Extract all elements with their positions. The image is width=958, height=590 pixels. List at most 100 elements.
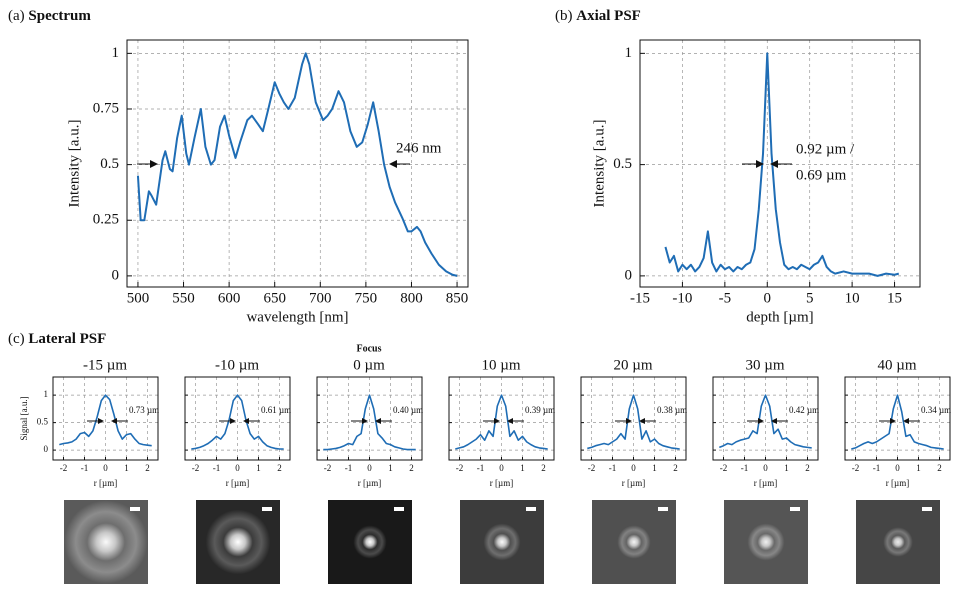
- panel-title: -10 µm: [215, 357, 259, 373]
- scale-bar: [130, 507, 140, 511]
- panel-letter: (b): [555, 8, 573, 24]
- annotation: 0.40 µm: [393, 405, 423, 415]
- axes-box: [639, 39, 921, 288]
- annotation: 246 nm: [396, 140, 442, 156]
- x-axis-label: r [µm]: [94, 478, 117, 488]
- y-tick-label: 0: [625, 267, 633, 283]
- y-axis-label: Intensity [a.u.]: [591, 120, 607, 208]
- panel-title: Axial PSF: [576, 8, 641, 24]
- x-tick-label: 1: [256, 463, 261, 473]
- panel-title: Spectrum: [28, 8, 91, 24]
- x-tick-label: -15: [630, 290, 650, 306]
- data-line: [455, 394, 548, 450]
- x-tick-label: 0: [631, 463, 636, 473]
- x-tick-label: 600: [218, 290, 241, 306]
- x-tick-label: -2: [588, 463, 596, 473]
- scale-bar: [394, 507, 404, 511]
- axes-box: [126, 39, 469, 288]
- x-axis-label: wavelength [nm]: [246, 309, 348, 325]
- y-tick-label: 0: [44, 444, 49, 454]
- x-tick-label: 500: [127, 290, 150, 306]
- x-tick-label: -2: [324, 463, 332, 473]
- scale-bar: [526, 507, 536, 511]
- x-tick-label: -2: [192, 463, 200, 473]
- x-tick-label: 0: [499, 463, 504, 473]
- x-tick-label: 0: [895, 463, 900, 473]
- panel-label: (a) Spectrum: [8, 8, 91, 24]
- scale-bar: [922, 507, 932, 511]
- x-axis-label: depth [µm]: [746, 309, 813, 325]
- panel-label: (c) Lateral PSF: [8, 331, 106, 347]
- annotation: 0.92 µm /: [796, 141, 855, 157]
- x-tick-label: 850: [446, 290, 469, 306]
- annotation: 0.39 µm: [525, 405, 555, 415]
- data-line: [851, 394, 944, 450]
- annotation: 0.42 µm: [789, 405, 819, 415]
- panel-title: 40 µm: [877, 357, 916, 373]
- x-tick-label: 10: [845, 290, 860, 306]
- x-tick-label: 2: [145, 463, 150, 473]
- data-line: [323, 394, 416, 451]
- x-tick-label: 2: [937, 463, 942, 473]
- axes-box: [316, 376, 423, 461]
- annotation: 0.69 µm: [796, 167, 847, 183]
- x-tick-label: 0: [235, 463, 240, 473]
- panel-title: Lateral PSF: [28, 331, 106, 347]
- axes-box: [844, 376, 951, 461]
- x-tick-label: 0: [103, 463, 108, 473]
- axes-box: [184, 376, 291, 461]
- psf-image: [328, 500, 412, 584]
- psf-image: [460, 500, 544, 584]
- x-tick-label: 2: [541, 463, 546, 473]
- heading: Focus: [357, 343, 382, 354]
- data-line: [664, 52, 900, 277]
- x-tick-label: 2: [409, 463, 414, 473]
- x-tick-label: 1: [784, 463, 789, 473]
- x-tick-label: 2: [673, 463, 678, 473]
- x-tick-label: 550: [172, 290, 195, 306]
- x-tick-label: -1: [873, 463, 881, 473]
- x-tick-label: -10: [672, 290, 692, 306]
- x-tick-label: 5: [806, 290, 814, 306]
- x-tick-label: -2: [852, 463, 860, 473]
- scale-bar: [658, 507, 668, 511]
- x-tick-label: 750: [355, 290, 378, 306]
- y-tick-label: 1: [112, 45, 120, 61]
- y-axis-label: Intensity [a.u.]: [66, 120, 82, 208]
- y-axis-label: Signal [a.u.]: [19, 396, 29, 440]
- psf-image: [592, 500, 676, 584]
- x-tick-label: 1: [388, 463, 393, 473]
- panel-title: 0 µm: [353, 357, 385, 373]
- x-tick-label: 1: [916, 463, 921, 473]
- x-tick-label: 700: [309, 290, 332, 306]
- annotation: 0.34 µm: [921, 405, 951, 415]
- annotation: 0.61 µm: [261, 405, 291, 415]
- data-line: [719, 394, 812, 449]
- y-tick-label: 1: [625, 45, 633, 61]
- x-axis-label: r [µm]: [490, 478, 513, 488]
- y-tick-label: 0.25: [93, 212, 119, 228]
- y-tick-label: 1: [44, 389, 49, 399]
- panel-title: 30 µm: [745, 357, 784, 373]
- x-tick-label: -1: [345, 463, 353, 473]
- x-axis-label: r [µm]: [622, 478, 645, 488]
- data-line: [59, 394, 152, 447]
- x-tick-label: -1: [741, 463, 749, 473]
- x-axis-label: r [µm]: [358, 478, 381, 488]
- axes-box: [580, 376, 687, 461]
- x-axis-label: r [µm]: [886, 478, 909, 488]
- data-line: [191, 394, 284, 450]
- x-tick-label: 0: [763, 463, 768, 473]
- panel-label: (b) Axial PSF: [555, 8, 641, 24]
- axes-box: [712, 376, 819, 461]
- x-tick-label: 15: [887, 290, 902, 306]
- panel-letter: (c): [8, 331, 25, 347]
- panel-letter: (a): [8, 8, 25, 24]
- x-tick-label: 800: [400, 290, 423, 306]
- x-tick-label: 1: [124, 463, 129, 473]
- x-axis-label: r [µm]: [226, 478, 249, 488]
- x-tick-label: -2: [720, 463, 728, 473]
- annotation: 0.38 µm: [657, 405, 687, 415]
- axes-box: [448, 376, 555, 461]
